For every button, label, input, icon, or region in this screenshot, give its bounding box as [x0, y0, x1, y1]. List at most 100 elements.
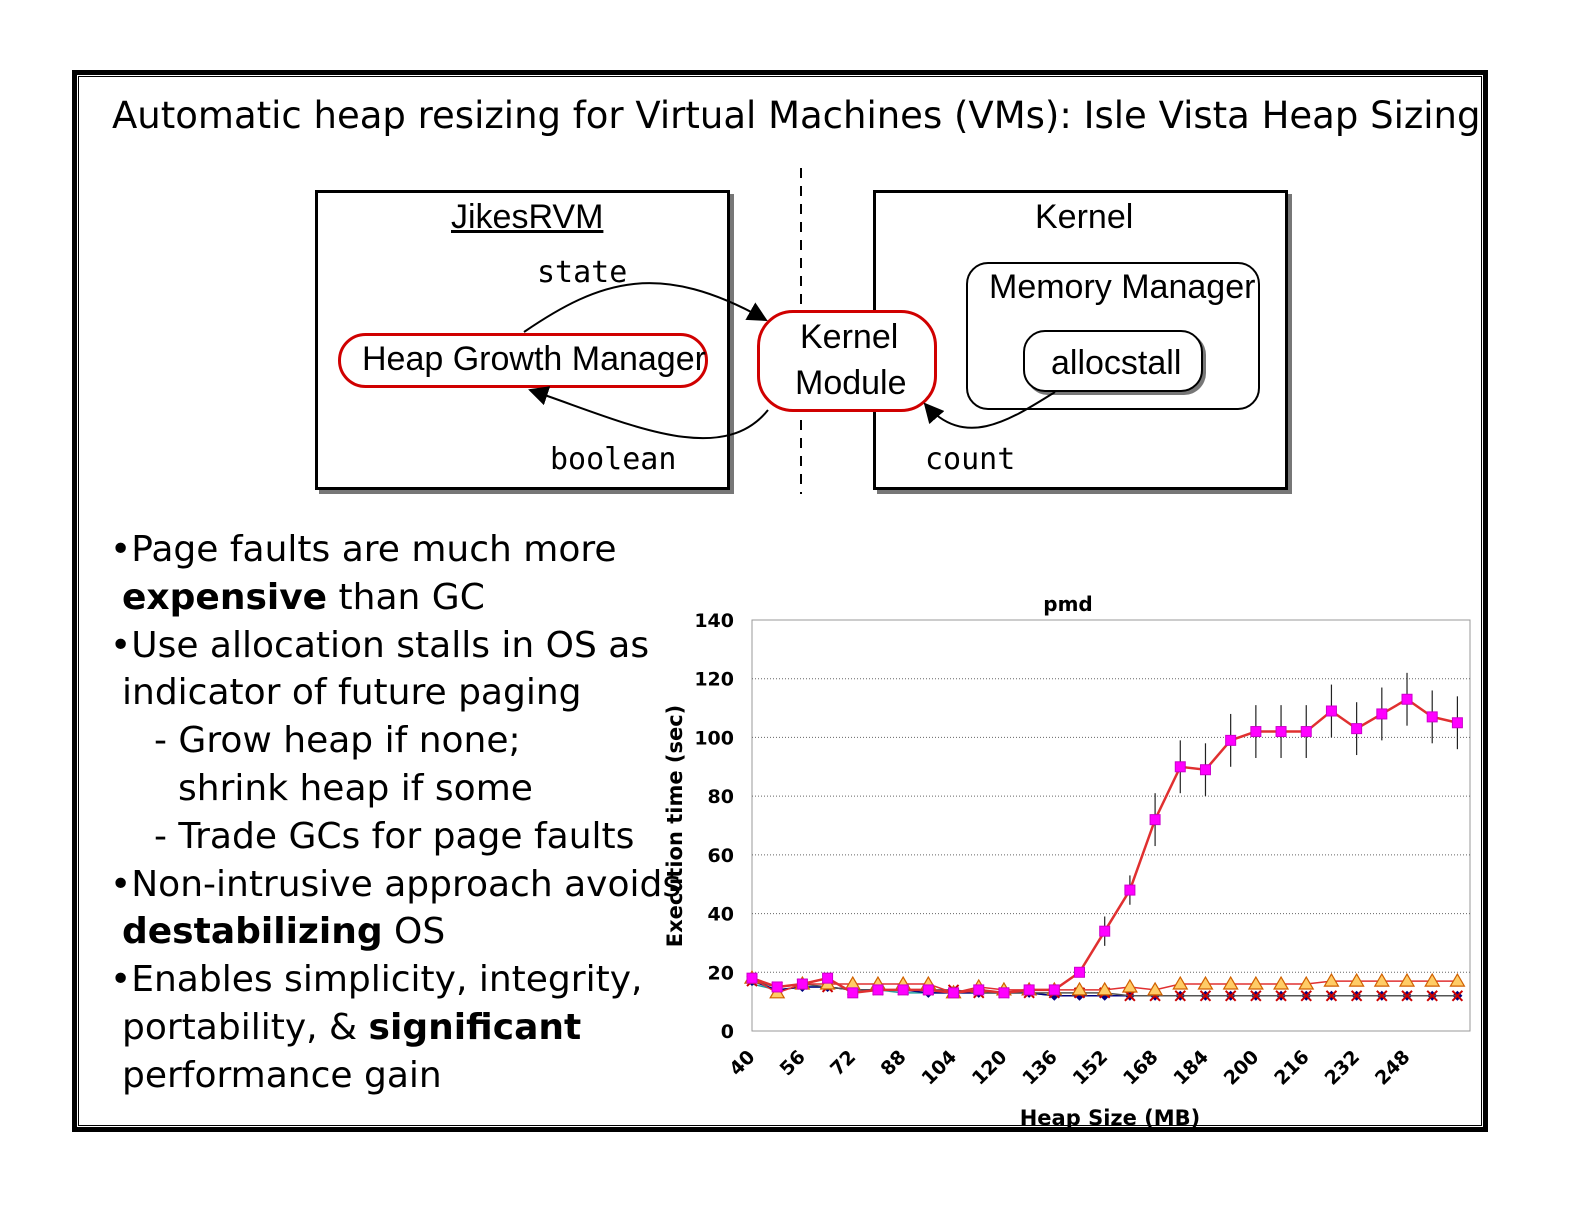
data-point [998, 987, 1010, 999]
data-point [1325, 990, 1338, 1002]
data-point [771, 981, 783, 993]
data-point [1401, 990, 1413, 1002]
data-point [1124, 884, 1136, 896]
data-point [1373, 972, 1390, 987]
data-point [922, 984, 934, 996]
plot-area [751, 619, 1471, 1032]
data-point [1398, 972, 1416, 987]
x-tick-label: 200 [1220, 1046, 1264, 1090]
edge-label-boolean: boolean [550, 442, 677, 477]
data-point [1174, 990, 1186, 1002]
x-tick-label: 72 [826, 1046, 860, 1080]
data-point [1224, 990, 1237, 1002]
data-point [1273, 975, 1290, 990]
data-point [1250, 990, 1262, 1002]
data-point [1451, 717, 1463, 729]
x-tick-label: 136 [1018, 1046, 1062, 1090]
x-tick-label: 88 [876, 1046, 910, 1080]
chart-ylabel: Execution time (sec) [663, 705, 687, 948]
data-point [1298, 975, 1315, 990]
data-point [1325, 705, 1337, 717]
memory-manager-label: Memory Manager [989, 268, 1256, 306]
data-point [1376, 708, 1388, 720]
bullet-4-line1: •Enables simplicity, integrity, [110, 959, 643, 1001]
y-tick-label: 140 [694, 610, 734, 632]
x-tick-label: 40 [725, 1046, 759, 1080]
data-point [1099, 925, 1111, 937]
edge-label-count: count [925, 442, 1016, 477]
jikesrvm-title: JikesRVM [451, 198, 604, 236]
data-point [796, 978, 808, 990]
data-point [1424, 972, 1441, 987]
chart-xlabel: Heap Size (MB) [1020, 1106, 1201, 1130]
data-point [1048, 984, 1060, 996]
bullet-1-line1: •Page faults are much more [110, 529, 617, 570]
chart-title: pmd [1043, 592, 1092, 616]
data-point [1225, 734, 1237, 746]
x-tick-label: 184 [1169, 1046, 1213, 1090]
x-tick-label: 152 [1069, 1046, 1113, 1090]
data-point [822, 972, 834, 984]
heap-growth-manager-box [338, 333, 708, 388]
data-point [1096, 981, 1113, 996]
data-point [1300, 990, 1312, 1002]
x-tick-label: 104 [917, 1046, 961, 1090]
slide-title: Automatic heap resizing for Virtual Mach… [112, 94, 1481, 137]
x-tick-label: 216 [1270, 1046, 1314, 1090]
data-point [1149, 814, 1161, 826]
bullet-3-bold: destabilizing [122, 911, 383, 953]
kernel-module-label-2: Module [795, 364, 907, 402]
data-point [1247, 975, 1264, 990]
data-point [1071, 981, 1088, 996]
data-point [1350, 990, 1363, 1002]
bullet-4-bold: significant [368, 1006, 582, 1048]
sub-bullet-1b: shrink heap if some [178, 767, 533, 809]
y-tick-label: 120 [694, 669, 734, 691]
data-point [746, 972, 758, 984]
data-point [1275, 990, 1287, 1002]
edge-label-state: state [537, 255, 628, 290]
y-tick-label: 20 [708, 962, 734, 984]
sub-bullet-1: - Grow heap if none; [154, 720, 521, 762]
data-point [1023, 984, 1035, 996]
y-tick-label: 80 [708, 786, 734, 808]
slide-frame [72, 70, 1488, 1132]
kernel-title: Kernel [1035, 198, 1134, 236]
kernel-module-box [757, 310, 937, 412]
y-tick-label: 100 [694, 727, 734, 749]
bullet-3-line2: destabilizing OS [110, 908, 681, 956]
data-point [1426, 711, 1438, 723]
y-tick-label: 0 [721, 1021, 734, 1043]
bullet-4-line3: performance gain [122, 1054, 442, 1096]
data-point [1147, 981, 1164, 996]
bullet-list: •Page faults are much more expensive tha… [110, 526, 681, 1100]
bullet-2-line1: •Use allocation stalls in OS as [110, 624, 650, 666]
x-tick-label: 56 [776, 1046, 810, 1080]
data-point [1401, 693, 1413, 705]
data-point [1199, 990, 1212, 1002]
kernel-module-label-1: Kernel [800, 318, 899, 356]
data-point [1121, 978, 1138, 993]
allocstall-box [1023, 330, 1203, 392]
bullet-2-line2: indicator of future paging [122, 672, 582, 714]
data-point [1348, 972, 1365, 987]
bullet-1-line2: expensive than GC [110, 574, 681, 622]
slide-frame-inner [78, 76, 1482, 1126]
data-point [1451, 990, 1464, 1002]
data-point [1172, 975, 1189, 990]
bullet-4-line2: portability, & significant [110, 1004, 681, 1052]
heap-growth-manager-label: Heap Growth Manager [362, 340, 706, 378]
bullet-3-rest: OS [382, 911, 446, 953]
bullet-1-bold: expensive [122, 576, 328, 618]
y-tick-label: 40 [708, 904, 734, 926]
data-point [973, 984, 985, 996]
x-tick-label: 168 [1119, 1046, 1163, 1090]
data-point [1376, 990, 1388, 1002]
data-point [1199, 764, 1211, 776]
x-tick-label: 120 [968, 1046, 1012, 1090]
data-point [1174, 761, 1186, 773]
data-point [1074, 966, 1086, 978]
allocstall-label: allocstall [1051, 344, 1182, 382]
bullet-3-line1: •Non-intrusive approach avoids [110, 863, 682, 905]
